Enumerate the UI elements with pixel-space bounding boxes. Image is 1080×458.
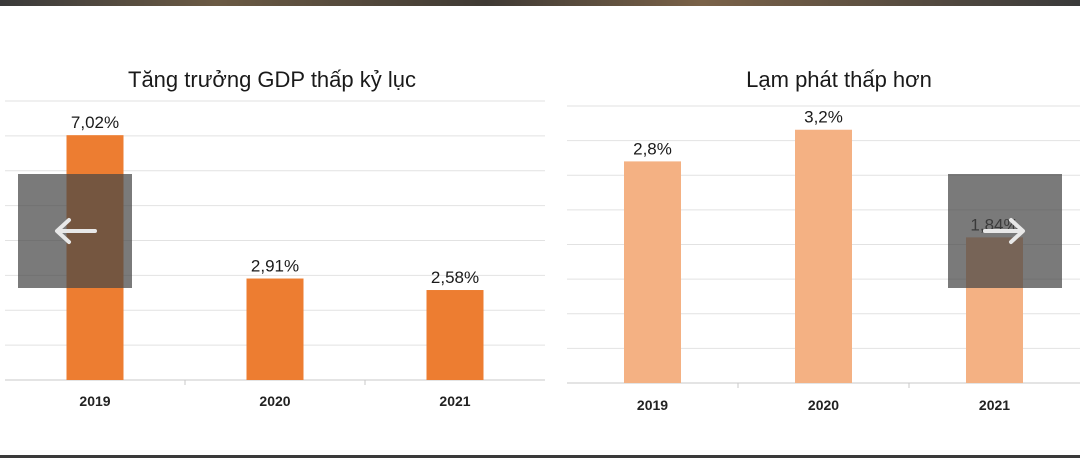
bar-2020 xyxy=(246,278,304,380)
x-tick-2021: 2021 xyxy=(979,397,1010,413)
data-label-2019: 2,8% xyxy=(633,139,672,158)
x-tick-2020: 2020 xyxy=(808,397,839,413)
data-label-2020: 2,91% xyxy=(251,257,299,276)
x-tick-2020: 2020 xyxy=(259,393,290,409)
bottom-divider xyxy=(0,455,1080,458)
x-tick-2019: 2019 xyxy=(637,397,668,413)
data-label-2021: 2,58% xyxy=(431,268,479,287)
inflation-chart-title: Lạm phát thấp hơn xyxy=(746,67,932,92)
prev-slide-button[interactable] xyxy=(18,174,132,288)
x-tick-2021: 2021 xyxy=(439,393,470,409)
bar-2020 xyxy=(795,129,852,383)
data-label-2020: 3,2% xyxy=(804,108,843,127)
data-label-2019: 7,02% xyxy=(71,113,119,132)
arrow-left-icon xyxy=(55,218,97,244)
gdp-chart-title: Tăng trưởng GDP thấp kỷ lục xyxy=(128,67,416,92)
x-tick-2019: 2019 xyxy=(79,393,110,409)
bar-2021 xyxy=(426,290,484,380)
top-image-strip xyxy=(0,0,1080,6)
arrow-right-icon xyxy=(983,218,1025,244)
bar-2019 xyxy=(624,161,681,383)
next-slide-button[interactable] xyxy=(948,174,1062,288)
